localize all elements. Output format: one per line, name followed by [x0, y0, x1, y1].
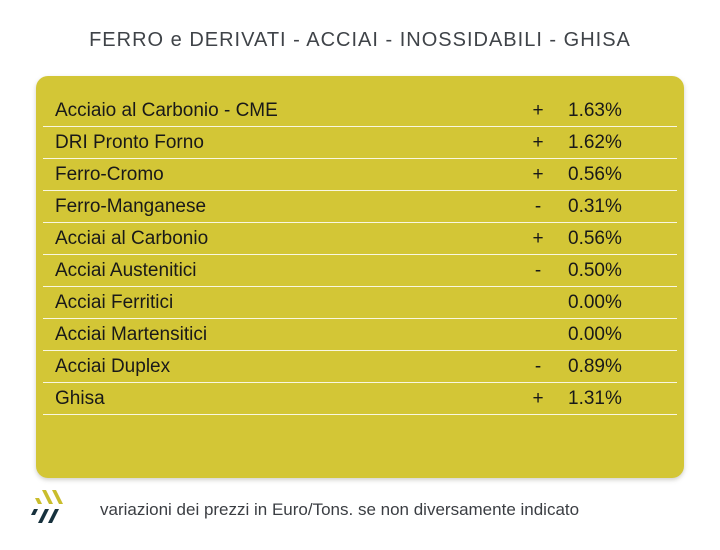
- row-label: Acciaio al Carbonio - CME: [55, 99, 278, 121]
- row-value: 0.89%: [568, 355, 622, 377]
- footer-note: variazioni dei prezzi in Euro/Tons. se n…: [100, 500, 580, 519]
- row-label: Ghisa: [55, 387, 105, 409]
- row-value: 0.56%: [568, 227, 622, 249]
- row-value: 0.56%: [568, 163, 622, 185]
- row-value: 1.63%: [568, 99, 622, 121]
- row-sign: -: [534, 195, 542, 217]
- table-row: Ghisa + 1.31%: [43, 383, 677, 415]
- table-row: Ferro-Manganese - 0.31%: [43, 191, 677, 223]
- row-sign: -: [534, 355, 542, 377]
- row-sign: +: [532, 131, 544, 153]
- row-label: Ferro-Manganese: [55, 195, 207, 217]
- row-sign: -: [534, 259, 542, 281]
- table-row: DRI Pronto Forno + 1.62%: [43, 127, 677, 159]
- row-label: Acciai Austenitici: [55, 259, 197, 281]
- table-row: Acciai Ferritici 0.00%: [43, 287, 677, 319]
- row-value: 0.50%: [568, 259, 622, 281]
- row-value: 1.31%: [568, 387, 622, 409]
- double-chevron-slashes-icon: [31, 490, 63, 523]
- row-value: 1.62%: [568, 131, 622, 153]
- row-label: Ferro-Cromo: [55, 163, 164, 185]
- row-value: 0.00%: [568, 323, 622, 345]
- table-row: Acciai Austenitici - 0.50%: [43, 255, 677, 287]
- row-sign: +: [532, 163, 544, 185]
- row-value: 0.31%: [568, 195, 622, 217]
- row-label: Acciai al Carbonio: [55, 227, 209, 249]
- row-label: Acciai Ferritici: [55, 291, 174, 313]
- row-label: Acciai Duplex: [55, 355, 171, 377]
- page-title: FERRO e DERIVATI - ACCIAI - INOSSIDABILI…: [89, 29, 631, 51]
- row-label: DRI Pronto Forno: [55, 131, 204, 153]
- footer: variazioni dei prezzi in Euro/Tons. se n…: [0, 484, 720, 538]
- row-sign: +: [532, 99, 544, 121]
- table-row: Ferro-Cromo + 0.56%: [43, 159, 677, 191]
- row-sign: +: [532, 387, 544, 409]
- table-row: Acciai al Carbonio + 0.56%: [43, 223, 677, 255]
- price-variations-panel: Acciaio al Carbonio - CME + 1.63% DRI Pr…: [36, 76, 684, 478]
- table-row: Acciai Duplex - 0.89%: [43, 351, 677, 383]
- table-row: Acciai Martensitici 0.00%: [43, 319, 677, 351]
- row-value: 0.00%: [568, 291, 622, 313]
- table-row: Acciaio al Carbonio - CME + 1.63%: [43, 95, 677, 127]
- row-label: Acciai Martensitici: [55, 323, 208, 345]
- row-sign: +: [532, 227, 544, 249]
